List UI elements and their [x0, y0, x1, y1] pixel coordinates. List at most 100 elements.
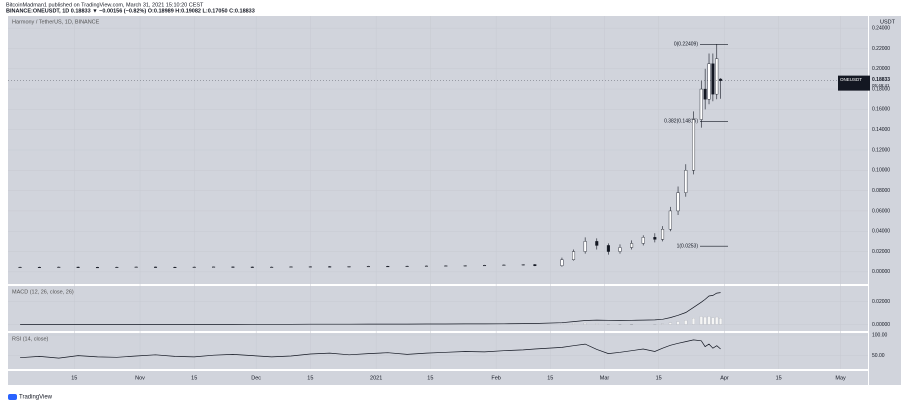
countdown: 05:49:41 — [872, 83, 890, 88]
fib-label: 0.382(0.14816) — [664, 119, 698, 125]
y-tick-label: 0.06000 — [872, 208, 890, 214]
y-tick-label: 0.02000 — [872, 249, 890, 255]
y-tick-label: 0.24000 — [872, 25, 890, 31]
candle-body — [521, 264, 525, 266]
x-tick-label: Nov — [135, 375, 145, 381]
y-tick-label: 0.16000 — [872, 107, 890, 113]
time-axis — [8, 371, 868, 385]
candle-body — [595, 241, 599, 246]
macd-bar — [676, 321, 680, 325]
candle-body — [37, 266, 41, 268]
macd-bar — [661, 323, 664, 325]
candle-body — [719, 78, 723, 81]
candle-body — [684, 170, 688, 193]
last-price-symbol: ONEUSDT — [840, 77, 862, 82]
candle-body — [533, 264, 537, 266]
candle-body — [463, 265, 467, 267]
macd-bar — [711, 317, 715, 325]
candle-body — [572, 251, 576, 260]
y-tick-label: 0.20000 — [872, 66, 890, 72]
x-tick-label: Feb — [491, 375, 500, 381]
y-tick-label: 0.08000 — [872, 188, 890, 194]
fib-label: 0(0.22409) — [674, 42, 699, 48]
candle-body — [661, 228, 665, 240]
candle-body — [711, 63, 715, 95]
x-tick-label: 2021 — [370, 375, 382, 381]
candle-body — [653, 237, 657, 240]
candle-body — [699, 88, 703, 120]
x-tick-label: 15 — [547, 375, 553, 381]
axis-unit: USDT — [880, 19, 896, 25]
candle-body — [405, 265, 409, 267]
macd-bar — [707, 316, 711, 325]
x-tick-label: Dec — [251, 375, 261, 381]
symbol-line: BINANCE:ONEUSDT, 1D 0.18833 ▼ −0.00156 (… — [6, 8, 255, 14]
candle-body — [154, 266, 158, 268]
macd-bar — [699, 316, 703, 325]
candle-body — [692, 119, 696, 171]
y-tick-label: 0.00000 — [872, 269, 890, 275]
x-tick-label: 15 — [776, 375, 782, 381]
macd-bar — [703, 316, 707, 325]
macd-bar — [595, 323, 599, 325]
candle-body — [18, 266, 22, 268]
candle-body — [668, 210, 672, 230]
candle-body — [676, 192, 680, 212]
candle-body — [173, 266, 177, 268]
candle-body — [424, 265, 428, 267]
y-tick-label: 0.12000 — [872, 147, 890, 153]
y-tick-label: 0.22000 — [872, 46, 890, 52]
candle-body — [57, 266, 61, 268]
rsi-line — [20, 339, 721, 359]
pane-title: Harmony / TetherUS, 1D, BINANCE — [12, 19, 100, 25]
candle-body — [386, 266, 390, 268]
macd-bar — [692, 318, 695, 325]
macd-bar — [572, 323, 575, 325]
candle-body — [308, 266, 312, 268]
fib-label: 1(0.0253) — [677, 243, 699, 249]
price-axis — [869, 16, 901, 385]
candle-body — [115, 266, 119, 268]
candle-body — [560, 259, 564, 266]
candle-body — [231, 266, 235, 268]
candle-body — [250, 266, 254, 268]
macd-title: MACD (12, 26, close, 26) — [12, 289, 74, 295]
last-price-tag — [838, 75, 870, 91]
x-tick-label: 15 — [656, 375, 662, 381]
rsi-title: RSI (14, close) — [12, 336, 49, 342]
footer-brand: TradingView — [19, 395, 53, 401]
macd-bar — [684, 320, 688, 325]
candle-body — [366, 266, 370, 268]
candle-body — [583, 241, 587, 252]
y-tick-label: 0.00000 — [872, 322, 890, 328]
candle-body — [212, 266, 216, 268]
y-tick-label: 100.00 — [872, 332, 888, 338]
last-price-value: 0.18833 — [872, 77, 890, 83]
candle-body — [483, 265, 487, 267]
candle-body — [270, 266, 274, 268]
y-tick-label: 0.04000 — [872, 229, 890, 235]
candle-body — [707, 63, 711, 100]
x-tick-label: 15 — [191, 375, 197, 381]
candle-body — [703, 88, 707, 100]
x-tick-label: 15 — [427, 375, 433, 381]
candle-body — [641, 237, 645, 244]
macd-bar — [583, 322, 587, 325]
y-tick-label: 50.00 — [872, 353, 885, 359]
candle-body — [618, 247, 622, 252]
candle-body — [444, 265, 448, 267]
candle-body — [76, 266, 80, 268]
candle-body — [606, 245, 610, 252]
y-tick-label: 0.10000 — [872, 168, 890, 174]
x-tick-label: May — [835, 375, 846, 381]
macd-bar — [560, 323, 564, 325]
candle-body — [192, 266, 196, 268]
candle-body — [289, 266, 293, 268]
rsi-pane — [8, 333, 868, 369]
macd-bar — [715, 316, 719, 325]
logo — [8, 394, 17, 400]
macd-bar — [668, 322, 672, 325]
y-tick-label: 0.18000 — [872, 86, 890, 92]
candle-body — [347, 266, 351, 268]
x-tick-label: Apr — [720, 375, 729, 381]
